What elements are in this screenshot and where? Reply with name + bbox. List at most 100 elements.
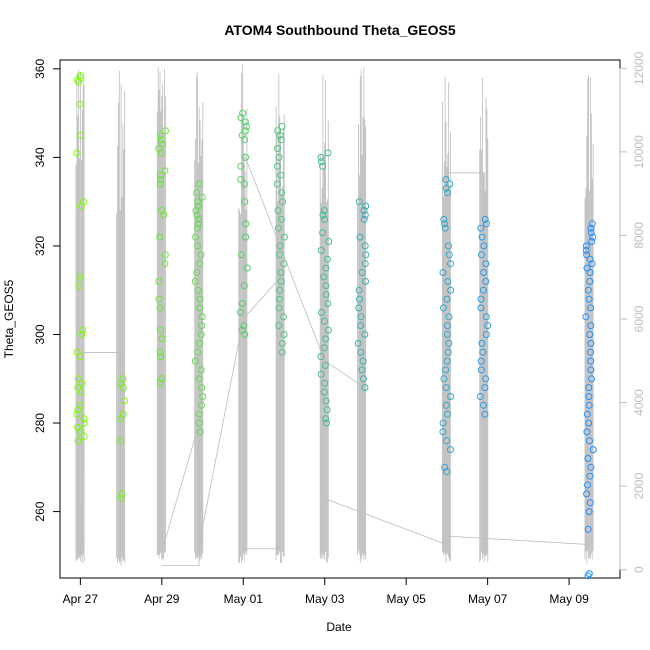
data-point (477, 304, 485, 312)
data-point (193, 224, 201, 232)
x-tick-label: Apr 29 (144, 592, 180, 606)
data-point (195, 419, 203, 427)
data-point (439, 304, 447, 312)
data-point (74, 375, 82, 383)
data-point (583, 251, 591, 259)
data-point (320, 388, 328, 396)
data-point (275, 322, 283, 330)
data-point (156, 233, 164, 241)
data-point (358, 366, 366, 374)
data-point (198, 401, 206, 409)
data-point (582, 242, 590, 250)
data-point (157, 136, 165, 144)
data-point (196, 295, 204, 303)
data-point (587, 348, 594, 356)
data-point (243, 264, 251, 272)
data-point (361, 211, 369, 219)
data-point (319, 162, 327, 170)
data-point (360, 207, 368, 214)
data-point (481, 215, 489, 223)
data-point (585, 295, 593, 303)
data-point (77, 353, 84, 361)
data-point (243, 122, 250, 130)
data-point (361, 260, 369, 268)
data-point (317, 158, 325, 166)
data-point (193, 189, 201, 197)
data-point (584, 572, 592, 580)
data-point (477, 295, 485, 303)
y-tick-label: 260 (33, 501, 47, 521)
data-point (441, 224, 449, 232)
data-point (361, 384, 369, 392)
data-point (587, 224, 595, 232)
data-point (317, 370, 325, 378)
data-point (444, 322, 451, 330)
data-point (362, 251, 370, 259)
data-point (280, 233, 288, 241)
data-point (198, 384, 206, 392)
data-point (360, 375, 367, 383)
data-point (77, 202, 85, 210)
data-point (477, 357, 485, 365)
data-point (480, 401, 487, 409)
data-point (480, 242, 488, 250)
data-point (196, 260, 204, 268)
data-point (158, 335, 166, 343)
data-point (120, 397, 128, 405)
data-point (117, 494, 125, 502)
data-point (191, 277, 199, 285)
data-point (198, 193, 206, 201)
data-point (442, 176, 450, 183)
data-point (241, 180, 248, 188)
y-tick-label: 320 (33, 236, 47, 256)
altitude-profile (194, 72, 204, 560)
data-point (157, 149, 165, 157)
data-point (362, 202, 370, 210)
data-point (322, 397, 330, 405)
data-point (77, 388, 85, 396)
data-point (322, 291, 330, 299)
data-point (194, 242, 201, 250)
data-point (323, 255, 331, 263)
data-point (78, 331, 86, 338)
data-point (278, 122, 286, 130)
data-point (586, 331, 594, 338)
data-point (480, 269, 488, 276)
data-point (481, 384, 489, 392)
data-point (587, 304, 595, 312)
x-tick-label: May 09 (549, 592, 589, 606)
data-point (361, 242, 369, 250)
data-point (324, 300, 332, 307)
data-point (160, 211, 168, 219)
data-point (483, 220, 490, 228)
data-point (278, 189, 286, 197)
data-point (192, 233, 200, 241)
data-point (238, 300, 246, 307)
data-point (158, 207, 166, 214)
data-point (156, 180, 164, 188)
data-point (478, 251, 485, 259)
data-point (357, 313, 365, 321)
altitude-connector (324, 498, 448, 545)
data-point (325, 238, 333, 245)
data-point (324, 326, 332, 334)
data-point (445, 313, 453, 321)
y2-tick-label: 0 (632, 566, 646, 573)
data-point (242, 127, 249, 135)
data-point (584, 481, 591, 489)
y2-tick-label: 8000 (632, 222, 646, 249)
data-point (586, 437, 593, 445)
data-point (157, 326, 165, 334)
altitude-profile (584, 75, 594, 564)
data-point (191, 357, 199, 365)
data-point (241, 118, 249, 126)
data-point (443, 295, 451, 303)
altitude-trace (75, 64, 594, 566)
altitude-profile (238, 64, 248, 564)
data-point (584, 455, 592, 462)
data-point (482, 331, 490, 338)
altitude-connector (446, 172, 485, 553)
data-point (195, 215, 203, 223)
data-point (274, 224, 282, 232)
data-point (240, 322, 248, 330)
